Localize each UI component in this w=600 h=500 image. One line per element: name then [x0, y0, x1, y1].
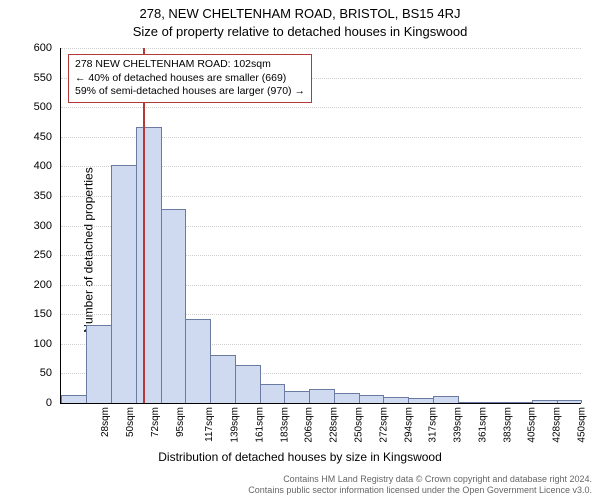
footer-attribution: Contains HM Land Registry data © Crown c…	[0, 474, 592, 497]
x-tick-container: 28sqm 50sqm 72sqm 95sqm 117sqm 139sqm 161sqm 18…	[60, 403, 580, 453]
x-tick-label: 228sqm	[329, 407, 340, 443]
x-tick-label: 272sqm	[378, 407, 389, 443]
y-tick-label: 250	[34, 249, 52, 261]
x-tick-label: 294sqm	[403, 407, 414, 443]
x-tick-label: 428sqm	[552, 407, 563, 443]
x-tick-label: 95sqm	[175, 407, 186, 437]
x-tick-label: 183sqm	[279, 407, 290, 443]
y-tick-label: 350	[34, 190, 52, 202]
marker-legend: 278 NEW CHELTENHAM ROAD: 102sqm← 40% of …	[68, 54, 312, 103]
x-tick-label: 72sqm	[150, 407, 161, 437]
y-tick-container: 050100150200250300350400450500550600	[0, 48, 56, 403]
x-tick-label: 250sqm	[354, 407, 365, 443]
y-tick-label: 500	[34, 101, 52, 113]
y-tick-label: 600	[34, 42, 52, 54]
page-title-1: 278, NEW CHELTENHAM ROAD, BRISTOL, BS15 …	[0, 6, 600, 21]
x-tick-label: 450sqm	[576, 407, 587, 443]
y-tick-label: 50	[40, 367, 52, 379]
x-tick-label: 361sqm	[477, 407, 488, 443]
x-tick-label: 405sqm	[527, 407, 538, 443]
x-tick-label: 117sqm	[204, 407, 215, 442]
page: 278, NEW CHELTENHAM ROAD, BRISTOL, BS15 …	[0, 0, 600, 500]
x-axis-label: Distribution of detached houses by size …	[0, 450, 600, 464]
y-tick-label: 450	[34, 131, 52, 143]
footer-line-1: Contains HM Land Registry data © Crown c…	[0, 474, 592, 485]
page-title-2: Size of property relative to detached ho…	[0, 24, 600, 39]
x-tick-label: 383sqm	[502, 407, 513, 443]
x-tick-label: 161sqm	[255, 407, 266, 443]
y-tick-label: 100	[34, 338, 52, 350]
legend-line: 278 NEW CHELTENHAM ROAD: 102sqm	[75, 58, 305, 72]
y-tick-label: 550	[34, 72, 52, 84]
x-tick-label: 28sqm	[100, 407, 111, 437]
x-tick-label: 206sqm	[304, 407, 315, 443]
y-tick-label: 400	[34, 160, 52, 172]
x-tick-label: 339sqm	[453, 407, 464, 443]
footer-line-2: Contains public sector information licen…	[0, 485, 592, 496]
y-tick-label: 300	[34, 220, 52, 232]
y-tick-label: 0	[46, 397, 52, 409]
x-tick-label: 139sqm	[230, 407, 241, 443]
x-tick-label: 50sqm	[125, 407, 136, 437]
legend-line: 59% of semi-detached houses are larger (…	[75, 85, 305, 99]
y-tick-label: 200	[34, 279, 52, 291]
x-tick-label: 317sqm	[428, 407, 439, 443]
legend-line: ← 40% of detached houses are smaller (66…	[75, 72, 305, 86]
y-tick-label: 150	[34, 308, 52, 320]
